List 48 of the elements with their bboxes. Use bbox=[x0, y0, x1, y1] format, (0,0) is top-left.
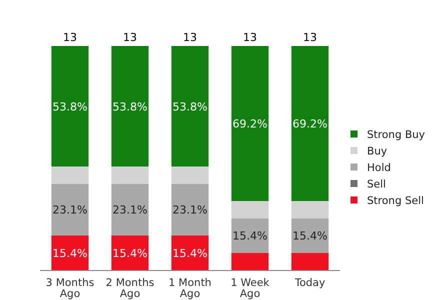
bar bbox=[51, 184, 89, 236]
data-label: 53.8% bbox=[52, 100, 88, 114]
data-label: 53.8% bbox=[112, 100, 148, 114]
annotation: 13 bbox=[303, 31, 317, 44]
bar bbox=[51, 46, 89, 167]
annotation: 13 bbox=[63, 31, 77, 44]
annotation: 13 bbox=[123, 31, 137, 44]
bar bbox=[171, 236, 209, 270]
data-label: 23.1% bbox=[172, 204, 208, 217]
data-label: 69.2% bbox=[292, 118, 328, 131]
annotation: 13 bbox=[243, 31, 257, 44]
bar bbox=[171, 46, 209, 167]
data-label: 15.4% bbox=[292, 230, 328, 243]
legend-label: Buy bbox=[367, 146, 388, 158]
bar bbox=[51, 166, 89, 184]
bar bbox=[291, 201, 329, 218]
bar bbox=[291, 252, 329, 270]
bar bbox=[231, 252, 269, 270]
data-label: 53.8% bbox=[172, 100, 208, 114]
bar bbox=[111, 46, 149, 167]
data-label: 69.2% bbox=[232, 118, 268, 131]
data-label: 23.1% bbox=[112, 204, 148, 217]
data-label: 15.4% bbox=[52, 246, 88, 260]
x-tick-label: 3 Months Ago bbox=[46, 277, 94, 300]
bar bbox=[231, 46, 269, 202]
data-label: 15.4% bbox=[112, 246, 148, 260]
legend-label: Strong Buy bbox=[367, 129, 426, 141]
data-label: 15.4% bbox=[232, 230, 268, 243]
x-tick-label: 1 Week Ago bbox=[230, 277, 270, 300]
bar bbox=[291, 46, 329, 202]
data-label: 15.4% bbox=[172, 246, 208, 260]
legend-label: Strong Sell bbox=[367, 195, 424, 207]
annotation: 13 bbox=[183, 31, 197, 44]
legend-label: Sell bbox=[367, 178, 386, 190]
bar bbox=[111, 184, 149, 236]
bar bbox=[291, 218, 329, 253]
bar bbox=[231, 201, 269, 218]
x-tick-label: 1 Month Ago bbox=[168, 277, 212, 300]
bar bbox=[111, 166, 149, 184]
x-tick-label: Today bbox=[294, 277, 326, 289]
bar bbox=[171, 184, 209, 236]
bar bbox=[111, 236, 149, 270]
bar bbox=[231, 218, 269, 253]
legend-label: Hold bbox=[367, 162, 391, 174]
bar bbox=[171, 166, 209, 184]
data-label: 23.1% bbox=[52, 204, 88, 217]
x-tick-label: 2 Months Ago bbox=[106, 277, 154, 300]
bar bbox=[51, 236, 89, 270]
